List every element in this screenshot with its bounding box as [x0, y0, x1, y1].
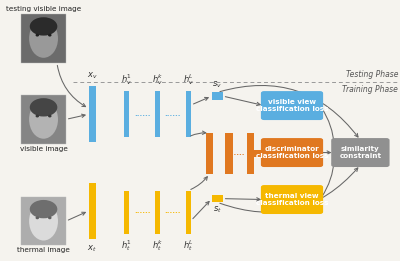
FancyBboxPatch shape [251, 150, 262, 157]
Ellipse shape [36, 34, 39, 37]
Ellipse shape [36, 216, 39, 219]
Text: $h_t^k$: $h_t^k$ [152, 238, 163, 253]
Text: thermal view
classification loss: thermal view classification loss [256, 193, 328, 206]
Text: $s_v$: $s_v$ [212, 79, 222, 90]
FancyBboxPatch shape [247, 133, 254, 174]
Text: Training Phase: Training Phase [342, 85, 398, 94]
FancyBboxPatch shape [206, 133, 213, 174]
FancyBboxPatch shape [186, 191, 191, 234]
FancyBboxPatch shape [21, 197, 66, 245]
FancyBboxPatch shape [124, 91, 129, 137]
FancyBboxPatch shape [155, 191, 160, 234]
Text: ......: ...... [134, 111, 150, 116]
Ellipse shape [30, 17, 57, 35]
FancyBboxPatch shape [261, 91, 323, 120]
Text: $x_v$: $x_v$ [87, 71, 98, 81]
Ellipse shape [29, 19, 58, 58]
Text: visible view
classification loss: visible view classification loss [256, 99, 328, 112]
Text: ......: ...... [164, 209, 180, 214]
FancyBboxPatch shape [186, 91, 191, 137]
Text: $h_v^L$: $h_v^L$ [183, 72, 194, 87]
Text: ......: ...... [164, 111, 180, 116]
Text: $h_v^k$: $h_v^k$ [152, 72, 163, 87]
FancyBboxPatch shape [89, 183, 96, 239]
Text: thermal image: thermal image [17, 247, 70, 253]
Text: $h_v^1$: $h_v^1$ [121, 72, 132, 87]
FancyBboxPatch shape [225, 133, 233, 174]
Ellipse shape [36, 115, 39, 117]
Text: Testing Phase: Testing Phase [346, 70, 398, 79]
Text: testing visible image: testing visible image [6, 6, 81, 12]
FancyBboxPatch shape [21, 95, 66, 144]
Ellipse shape [29, 202, 58, 241]
Ellipse shape [30, 200, 57, 218]
Text: $s_t$: $s_t$ [213, 205, 222, 215]
FancyBboxPatch shape [89, 86, 96, 142]
Text: $x_t$: $x_t$ [88, 244, 97, 254]
FancyBboxPatch shape [212, 92, 223, 100]
FancyBboxPatch shape [261, 185, 323, 214]
Text: $h_t^1$: $h_t^1$ [121, 238, 132, 253]
Text: ......: ...... [228, 150, 244, 156]
FancyBboxPatch shape [261, 138, 323, 167]
Ellipse shape [48, 216, 52, 219]
Ellipse shape [30, 98, 57, 116]
FancyBboxPatch shape [331, 138, 390, 167]
Text: similarity
constraint: similarity constraint [339, 146, 381, 159]
FancyBboxPatch shape [124, 191, 129, 234]
Text: visible image: visible image [20, 146, 68, 152]
FancyBboxPatch shape [21, 14, 66, 63]
Text: discriminator
classification loss: discriminator classification loss [256, 146, 328, 159]
Ellipse shape [48, 34, 52, 37]
Ellipse shape [48, 115, 52, 117]
FancyBboxPatch shape [155, 91, 160, 137]
Text: ......: ...... [134, 209, 150, 214]
Ellipse shape [29, 100, 58, 139]
Text: $h_t^L$: $h_t^L$ [183, 238, 194, 253]
FancyBboxPatch shape [212, 195, 223, 202]
